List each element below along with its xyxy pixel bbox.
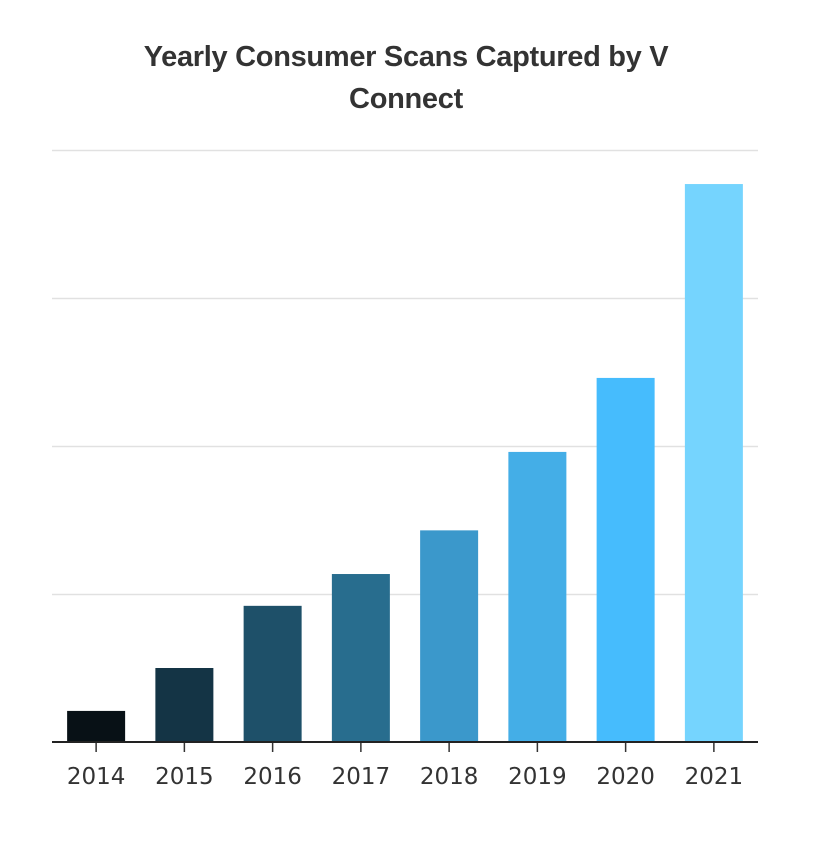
x-tick-label: 2014 xyxy=(67,764,126,790)
bar-2020 xyxy=(596,377,655,742)
x-tick-label: 2019 xyxy=(508,764,567,790)
bar-2015 xyxy=(155,668,214,742)
bar-2016 xyxy=(243,605,302,742)
bar-2019 xyxy=(508,451,567,742)
bar-2018 xyxy=(420,530,479,742)
chart-title: Yearly Consumer Scans Captured by V Conn… xyxy=(0,36,812,120)
bar-2021 xyxy=(684,184,743,743)
bar-2017 xyxy=(331,574,390,742)
x-tick-label: 2016 xyxy=(243,764,302,790)
bar-2014 xyxy=(67,710,126,742)
chart-title-line-2: Connect xyxy=(349,83,463,115)
x-tick-label: 2021 xyxy=(685,764,744,790)
x-tick-label: 2018 xyxy=(420,764,479,790)
chart-title-line-1: Yearly Consumer Scans Captured by V xyxy=(143,41,669,73)
x-tick-label: 2020 xyxy=(596,764,655,790)
x-tick-label: 2017 xyxy=(332,764,391,790)
x-tick-label: 2015 xyxy=(155,764,214,790)
